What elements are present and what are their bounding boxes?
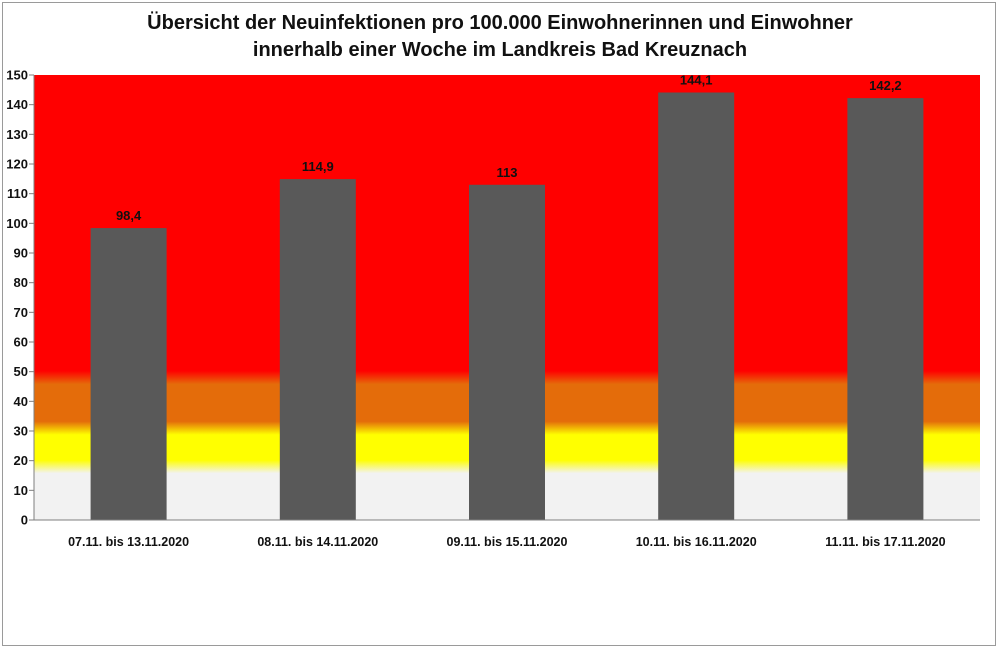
- data-label: 144,1: [680, 73, 713, 88]
- data-label: 142,2: [869, 78, 902, 93]
- y-tick-label: 50: [14, 364, 28, 379]
- y-tick-label: 110: [7, 186, 28, 201]
- category-label: 08.11. bis 14.11.2020: [257, 535, 378, 549]
- category-label: 10.11. bis 16.11.2020: [636, 535, 757, 549]
- bar: [847, 98, 924, 520]
- y-tick-label: 80: [14, 275, 28, 290]
- y-tick-label: 10: [14, 483, 28, 498]
- y-tick-label: 140: [6, 97, 28, 112]
- data-label: 113: [497, 165, 518, 180]
- y-tick-label: 100: [6, 216, 28, 231]
- bar: [469, 184, 545, 520]
- y-tick-label: 70: [14, 305, 28, 320]
- axes: 0 10 20 30 40 50 60 70 80 90 100 110 120 130 140 150: [6, 68, 980, 528]
- data-labels: 98,4 07.11. bis 13.11.2020 114,9 08.11. bis…: [68, 73, 945, 549]
- y-tick-label: 0: [21, 513, 28, 528]
- chart-title: Übersicht der Neuinfektionen pro 100.000…: [147, 12, 853, 34]
- y-tick-label: 150: [6, 68, 28, 83]
- y-tick-label: 120: [6, 157, 28, 172]
- bar: [279, 179, 356, 520]
- y-tick-label: 130: [6, 127, 28, 142]
- chart-subtitle: innerhalb einer Woche im Landkreis Bad K…: [252, 39, 748, 61]
- bar: [90, 228, 167, 520]
- chart-title-block: Übersicht der Neuinfektionen pro 100.000…: [0, 10, 1000, 64]
- y-tick-label: 60: [14, 335, 28, 350]
- y-tick-label: 30: [14, 424, 28, 439]
- y-tick-label: 20: [14, 453, 28, 468]
- data-label: 98,4: [116, 208, 142, 223]
- y-tick-label: 40: [14, 394, 28, 409]
- bar: [658, 92, 735, 521]
- category-label: 07.11. bis 13.11.2020: [68, 535, 189, 549]
- category-label: 09.11. bis 15.11.2020: [447, 535, 568, 549]
- bars: [90, 92, 924, 521]
- category-label: 11.11. bis 17.11.2020: [825, 535, 945, 549]
- data-label: 114,9: [302, 159, 334, 174]
- y-tick-label: 90: [14, 246, 28, 261]
